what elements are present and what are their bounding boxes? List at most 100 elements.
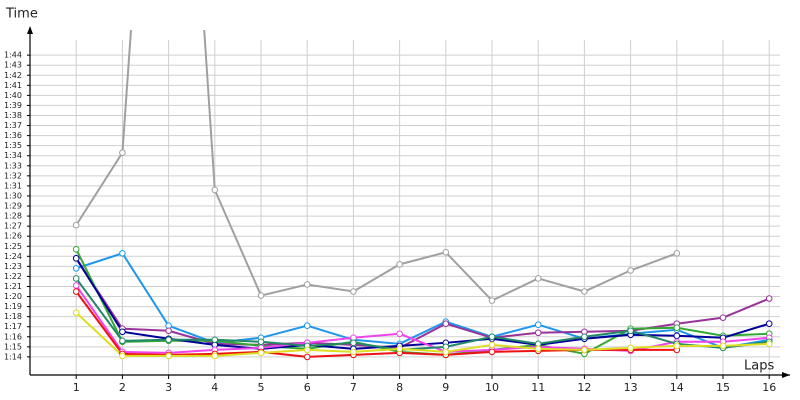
point <box>72 288 80 295</box>
y-tick-label: 1:20 <box>4 292 22 301</box>
point <box>581 346 588 354</box>
point <box>350 288 357 295</box>
y-tick-label: 1:21 <box>4 282 22 291</box>
y-tick-label: 1:36 <box>4 131 22 140</box>
series-line <box>75 257 770 349</box>
y-tick-label: 1:16 <box>4 332 22 341</box>
point <box>581 288 588 295</box>
series-line <box>75 277 770 351</box>
y-tick-label: 1:42 <box>4 71 22 80</box>
point <box>488 333 496 341</box>
point <box>673 342 681 350</box>
y-tick-label: 1:33 <box>4 161 22 170</box>
point <box>303 346 311 354</box>
point <box>257 338 265 346</box>
x-tick-label: 4 <box>211 381 218 394</box>
point <box>719 314 727 321</box>
point <box>673 332 681 340</box>
point <box>119 149 126 157</box>
point <box>257 292 265 299</box>
point <box>765 295 773 302</box>
x-tick-label: 3 <box>165 381 172 394</box>
point <box>72 265 80 272</box>
point <box>673 324 681 332</box>
point <box>534 275 542 282</box>
y-tick-label: 1:27 <box>4 222 22 231</box>
y-tick-label: 1:41 <box>4 81 22 90</box>
y-tick-label: 1:43 <box>4 61 22 70</box>
point <box>72 221 80 229</box>
y-tick-label: 1:29 <box>4 202 22 211</box>
series-line <box>75 284 770 354</box>
y-tick-label: 1:14 <box>4 352 22 361</box>
y-tick-label: 1:34 <box>4 151 22 160</box>
y-tick-label: 1:44 <box>4 51 22 60</box>
x-tick-label: 15 <box>716 381 730 394</box>
x-tick-label: 6 <box>304 381 311 394</box>
point <box>211 186 219 194</box>
y-tick-label: 1:25 <box>4 242 22 251</box>
x-tick-label: 1 <box>73 381 80 394</box>
y-tick-label: 1:32 <box>4 171 22 180</box>
x-tick-label: 5 <box>258 381 265 394</box>
y-tick-label: 1:19 <box>4 302 22 311</box>
point <box>627 327 634 335</box>
y-tick-label: 1:18 <box>4 312 22 321</box>
y-tick-label: 1:37 <box>4 121 22 130</box>
point <box>442 348 450 356</box>
point <box>673 249 681 257</box>
point <box>719 342 727 350</box>
y-tick-label: 1:38 <box>4 111 22 120</box>
point <box>627 344 634 352</box>
point <box>488 297 496 304</box>
point <box>534 345 542 353</box>
point <box>534 329 542 337</box>
point <box>72 309 80 316</box>
point <box>488 341 496 349</box>
point <box>165 327 172 335</box>
point <box>119 352 126 360</box>
plot <box>72 30 773 361</box>
point <box>303 281 311 288</box>
y-tick-label: 1:15 <box>4 342 22 351</box>
y-tick-label: 1:30 <box>4 191 22 200</box>
y-tick-label: 1:23 <box>4 262 22 271</box>
point <box>442 320 450 328</box>
x-tick-label: 7 <box>350 381 357 394</box>
point <box>211 352 219 360</box>
x-tick-label: 14 <box>670 381 684 394</box>
y-tick-label: 1:22 <box>4 272 22 281</box>
x-tick-label: 13 <box>624 381 638 394</box>
x-tick-label: 2 <box>119 381 126 394</box>
axes <box>27 26 790 378</box>
x-arrow <box>782 372 790 378</box>
point <box>165 336 172 344</box>
x-tick-label: 12 <box>577 381 591 394</box>
y-tick-label: 1:35 <box>4 141 22 150</box>
y-tick-label: 1:40 <box>4 91 22 100</box>
point <box>396 330 403 338</box>
series-line <box>75 252 770 349</box>
point <box>72 275 80 282</box>
point <box>119 337 126 345</box>
point <box>211 336 219 344</box>
point <box>350 348 357 356</box>
series-line <box>75 311 770 357</box>
point <box>396 261 403 268</box>
point <box>72 245 80 253</box>
point <box>488 348 496 356</box>
point <box>257 349 265 357</box>
y-arrow <box>27 26 33 34</box>
point <box>350 339 357 347</box>
x-tick-label: 9 <box>442 381 449 394</box>
series-line <box>75 257 770 350</box>
x-tick-label: 11 <box>531 381 545 394</box>
point <box>765 340 773 348</box>
y-tick-label: 1:24 <box>4 252 22 261</box>
grid <box>30 40 780 375</box>
point <box>119 249 126 257</box>
x-tick-label: 8 <box>396 381 403 394</box>
point <box>72 282 80 289</box>
